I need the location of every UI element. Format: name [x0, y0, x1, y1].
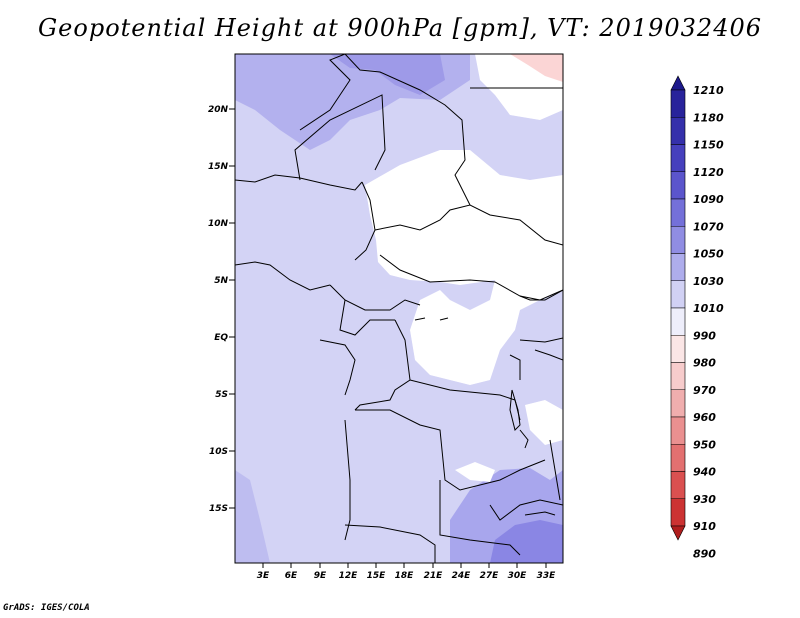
colorbar-segment: [670, 116, 686, 145]
colorbar-segment: [670, 171, 686, 200]
colorbar-label: 910: [693, 520, 716, 533]
lat-ticks: [229, 108, 235, 509]
colorbar-segment: [670, 307, 686, 336]
colorbar-segment: [670, 89, 686, 118]
colorbar-segment: [670, 334, 686, 363]
lon-label: 30E: [508, 571, 528, 581]
colorbar-label: 1150: [693, 139, 724, 152]
field-high-southwest: [235, 470, 270, 563]
lon-label: 9E: [314, 571, 327, 581]
colorbar-label: 1030: [693, 275, 724, 288]
colorbar-label: 940: [693, 466, 716, 479]
colorbar-label: 890: [693, 547, 716, 560]
lon-label: 27E: [480, 571, 500, 581]
lon-ticks: [262, 563, 547, 568]
colorbar-label: 970: [693, 384, 716, 397]
colorbar-segment: [670, 144, 686, 173]
country-borders: [235, 54, 563, 563]
lat-label: 10N: [208, 219, 229, 229]
colorbar: 1210 1180 1150 1120 1090 1070 1050 1030 1010 990 9…: [670, 75, 724, 560]
colorbar-label: 960: [693, 411, 716, 424]
map-frame: [234, 53, 564, 564]
lon-labels: 3E 6E 9E 12E 15E 18E 21E 24E 27E 30E 33E: [257, 571, 556, 581]
field-low-central: [365, 150, 563, 385]
lon-label: 15E: [367, 571, 387, 581]
colorbar-label: 980: [693, 357, 716, 370]
map-title: Geopotential Height at 900hPa [gpm], VT:…: [38, 14, 762, 42]
lat-label: 10S: [209, 447, 228, 457]
lat-label: 15S: [209, 504, 228, 514]
colorbar-label: 1120: [693, 166, 724, 179]
colorbar-segment: [670, 471, 686, 500]
lat-label: 5N: [214, 276, 228, 286]
field-low-east: [525, 400, 563, 445]
colorbar-segment: [670, 389, 686, 418]
lat-label: 5S: [215, 390, 228, 400]
colorbar-segment: [670, 443, 686, 472]
colorbar-label: 1050: [693, 248, 724, 261]
colorbar-label: 1010: [693, 302, 724, 315]
colorbar-segment: [670, 498, 686, 527]
colorbar-segment: [670, 280, 686, 309]
colorbar-segment: [670, 416, 686, 445]
lat-labels: 20N 15N 10N 5N EQ 5S 10S 15S: [208, 105, 229, 514]
lon-label: 18E: [395, 571, 415, 581]
colorbar-label: 930: [693, 493, 716, 506]
field-higher-southeast: [490, 520, 563, 563]
colorbar-segment: [670, 198, 686, 227]
lat-label: 20N: [208, 105, 229, 115]
colorbar-label: 1180: [693, 111, 724, 124]
field-pink-northeast: [510, 54, 563, 82]
colorbar-label: 990: [693, 329, 716, 342]
grads-credit: GrADS: IGES/COLA: [3, 603, 90, 613]
colorbar-segment: [670, 225, 686, 254]
lon-label: 12E: [339, 571, 359, 581]
lon-label: 21E: [424, 571, 444, 581]
colorbar-label: 1090: [693, 193, 724, 206]
field-higher-north: [330, 54, 445, 95]
lon-label: 6E: [285, 571, 298, 581]
colorbar-label: 1210: [693, 84, 724, 97]
colorbar-segment: [670, 253, 686, 282]
lat-label: 15N: [208, 162, 229, 172]
lat-label: EQ: [214, 333, 228, 343]
lon-label: 3E: [257, 571, 270, 581]
colorbar-segment: [670, 362, 686, 391]
colorbar-label: 1070: [693, 220, 724, 233]
colorbar-segment: [670, 75, 686, 91]
height-field: [235, 54, 563, 563]
colorbar-segment: [670, 525, 686, 541]
lon-label: 24E: [452, 571, 472, 581]
lon-label: 33E: [537, 571, 557, 581]
field-low-southeast: [455, 462, 495, 482]
colorbar-label: 950: [693, 438, 716, 451]
